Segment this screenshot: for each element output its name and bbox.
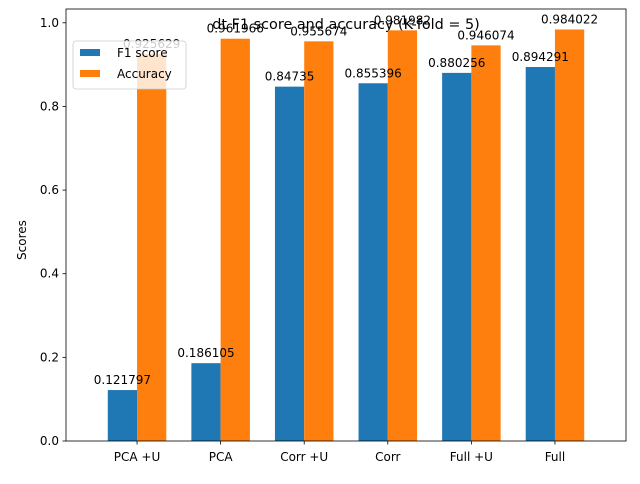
legend-box [72,40,187,90]
y-tick-label: 0.8 [40,99,59,113]
value-label-accuracy-corr-u: 0.955674 [290,24,347,38]
x-tick-label: Corr [375,450,400,464]
y-tick-label: 0.0 [40,434,59,448]
value-label-accuracy-full: 0.984022 [541,12,598,26]
legend-swatch-f1-score [80,49,100,56]
bar-accuracy-corr [387,30,418,442]
bar-accuracy-corr-u [304,41,334,442]
plot-frame [65,8,627,442]
bar-f1-score-pca-u [107,390,138,441]
x-tick-label: Full +U [450,450,493,464]
bar-f1-score-corr [358,83,388,441]
legend-swatch-accuracy [80,70,100,77]
bar-accuracy-pca-u [137,53,167,441]
y-axis-label: Scores [15,220,29,260]
bars-group [107,29,585,442]
x-tick-label: Full [545,450,566,464]
legend: F1 score Accuracy [72,40,187,90]
value-labels-group: 0.121797 0.186105 0.84735 0.855396 0.880256 0… [94,12,598,387]
bar-f1-score-full-u [442,72,472,442]
y-axis-ticks: 0.0 0.2 0.4 0.6 0.8 1.0 [40,16,66,448]
value-label-f1-score-corr-u: 0.84735 [265,70,315,84]
legend-label-f1-score: F1 score [117,46,168,60]
y-tick-label: 0.2 [40,350,59,364]
x-tick-label: Corr +U [280,450,328,464]
value-label-f1-score-full-u: 0.880256 [428,56,485,70]
bar-accuracy-full [554,29,585,441]
value-label-f1-score-corr: 0.855396 [345,66,402,80]
bar-f1-score-pca [191,363,221,441]
value-label-f1-score-pca-u: 0.121797 [94,373,151,387]
value-label-accuracy-corr: 0.981982 [374,13,431,27]
value-label-accuracy-full-u: 0.946074 [457,28,514,42]
y-tick-label: 0.4 [40,267,59,281]
x-tick-label: PCA +U [114,450,160,464]
y-tick-label: 0.6 [40,183,59,197]
value-label-f1-score-full: 0.894291 [512,50,569,64]
x-tick-label: PCA [209,450,234,464]
legend-label-accuracy: Accuracy [117,67,172,81]
bar-f1-score-corr-u [274,86,305,441]
chart-title: dt F1 score and accuracy (K-fold = 5) [212,17,479,33]
bar-f1-score-full [525,67,555,441]
bar-accuracy-pca [220,38,250,441]
x-axis-ticks: PCA +U PCA Corr +U Corr Full +U Full [114,441,565,464]
value-label-f1-score-pca: 0.186105 [177,346,234,360]
value-label-accuracy-pca: 0.961966 [207,22,264,36]
y-tick-label: 1.0 [40,16,59,30]
bar-accuracy-full-u [471,45,501,441]
